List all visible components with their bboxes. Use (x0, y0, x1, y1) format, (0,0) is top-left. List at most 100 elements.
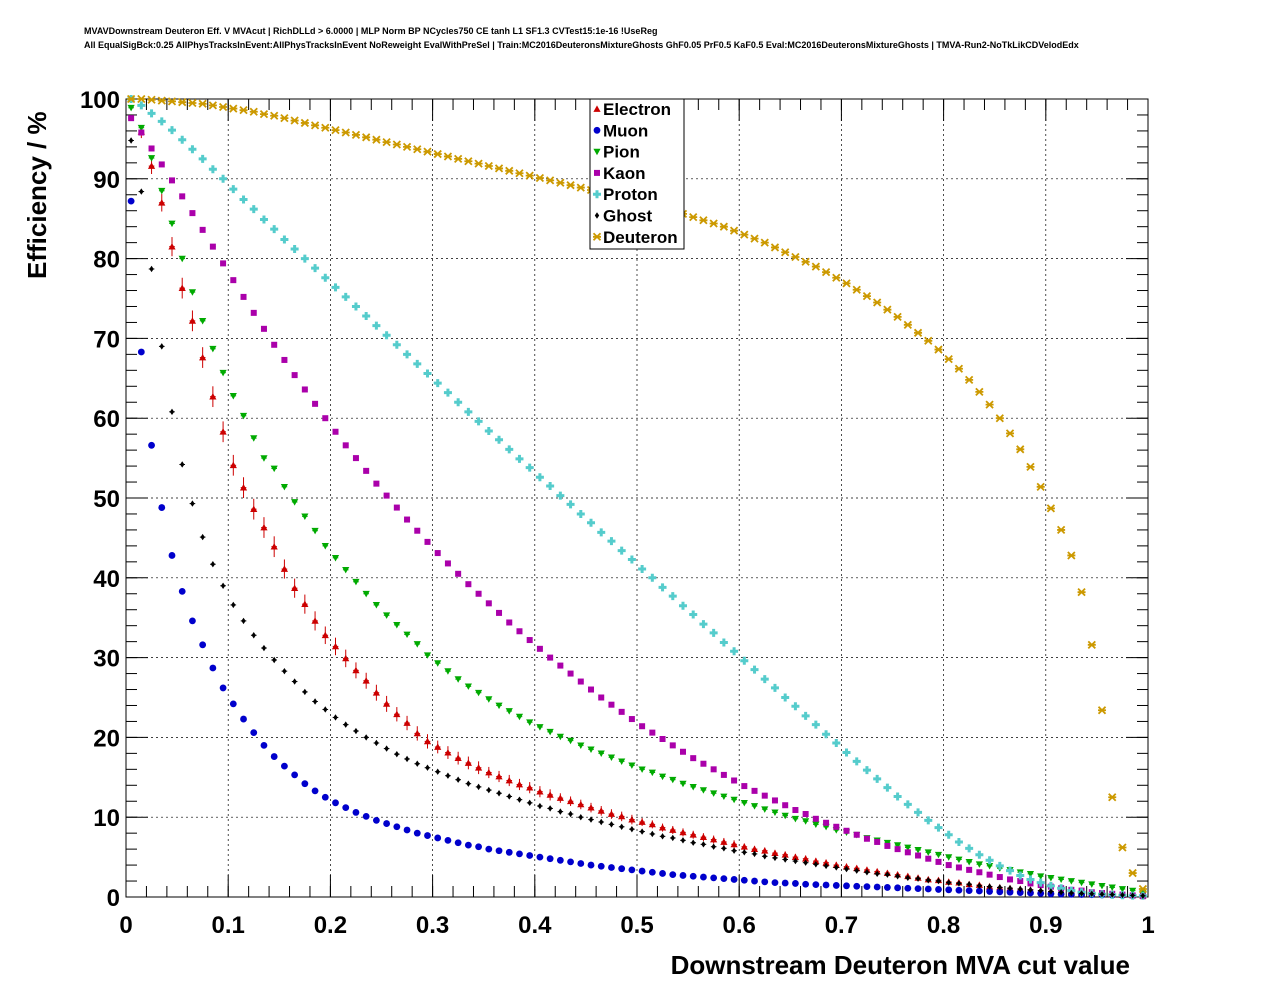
data-point (300, 254, 309, 263)
data-point (423, 737, 432, 745)
data-point (996, 874, 1003, 881)
grid (125, 98, 1149, 898)
data-point (741, 783, 748, 790)
data-point (310, 121, 320, 130)
data-point (291, 372, 298, 379)
data-point (413, 829, 421, 837)
data-point (474, 764, 483, 771)
data-point (781, 879, 789, 887)
data-point (629, 825, 635, 833)
data-point (813, 861, 819, 868)
data-point (884, 842, 891, 849)
data-point (485, 600, 492, 607)
data-point (720, 838, 728, 845)
data-point (546, 728, 554, 736)
data-point (648, 573, 657, 582)
data-point (658, 823, 667, 831)
data-point (965, 844, 974, 853)
legend-marker-deuteron (592, 232, 602, 241)
data-point (966, 866, 973, 873)
data-point (362, 677, 370, 684)
data-point (433, 149, 442, 159)
data-point (628, 762, 636, 769)
data-point (485, 696, 493, 703)
data-point (822, 881, 830, 889)
data-point (864, 869, 870, 876)
data-point (854, 867, 859, 874)
data-point (1018, 885, 1023, 893)
data-point (781, 248, 790, 257)
data-point (1006, 866, 1015, 875)
data-point (444, 560, 451, 567)
data-point (270, 753, 278, 760)
chart-title-line-2: All EqualSigBck:0.25 AllPhysTracksInEven… (84, 40, 1079, 50)
data-point (444, 668, 452, 675)
data-point (792, 880, 799, 887)
series-proton (127, 95, 1147, 900)
data-point (229, 700, 237, 708)
series-ghost (128, 137, 1146, 900)
data-point (454, 398, 463, 407)
data-point (505, 776, 513, 784)
data-point (770, 243, 780, 252)
data-point (935, 886, 942, 893)
data-point (729, 226, 739, 235)
data-point (546, 482, 555, 491)
data-point (351, 302, 360, 311)
data-point (730, 647, 739, 656)
data-point (362, 312, 371, 321)
data-point (404, 516, 411, 523)
data-point (413, 729, 421, 737)
data-point (168, 243, 176, 250)
data-point (1026, 870, 1035, 878)
data-point (914, 808, 923, 817)
data-point (1120, 891, 1125, 899)
data-point (402, 142, 412, 152)
data-point (158, 161, 165, 168)
data-point (137, 348, 145, 356)
x-tick-label: 0.4 (518, 912, 552, 939)
data-point (1017, 878, 1024, 885)
data-point (587, 804, 595, 811)
data-point (711, 843, 716, 850)
data-point (147, 155, 156, 162)
data-point (250, 729, 258, 737)
data-point (188, 317, 197, 324)
data-point (1118, 843, 1127, 852)
data-point (915, 875, 921, 882)
data-point (219, 369, 227, 377)
data-point (556, 794, 564, 801)
data-point (751, 787, 758, 794)
x-tick-label: 1 (1141, 912, 1154, 939)
data-point (527, 799, 532, 807)
data-point (178, 135, 187, 144)
data-point (1036, 482, 1045, 491)
data-point (424, 538, 431, 545)
data-point (588, 816, 594, 823)
data-point (556, 491, 565, 500)
data-point (260, 325, 267, 332)
data-point (516, 850, 523, 858)
data-point (148, 441, 155, 449)
data-point (791, 815, 800, 823)
data-point (679, 828, 687, 836)
data-point (750, 665, 759, 674)
data-point (650, 830, 655, 838)
data-point (802, 818, 810, 825)
data-point (975, 861, 983, 868)
data-point (526, 852, 534, 859)
data-point (484, 161, 493, 171)
data-point (270, 111, 279, 120)
data-point (709, 219, 718, 228)
data-point (394, 750, 400, 758)
data-point (934, 345, 943, 354)
data-point (280, 565, 289, 572)
data-point (158, 187, 166, 195)
data-point (791, 252, 800, 262)
legend: Electron Muon Pion Kaon Proton Ghost Deuteron (589, 98, 685, 250)
data-point (476, 783, 481, 791)
data-point (128, 137, 134, 144)
data-point (547, 654, 554, 661)
chart-title-line-1: MVAVDownstream Deuteron Eff. V MVAcut | … (84, 26, 658, 36)
